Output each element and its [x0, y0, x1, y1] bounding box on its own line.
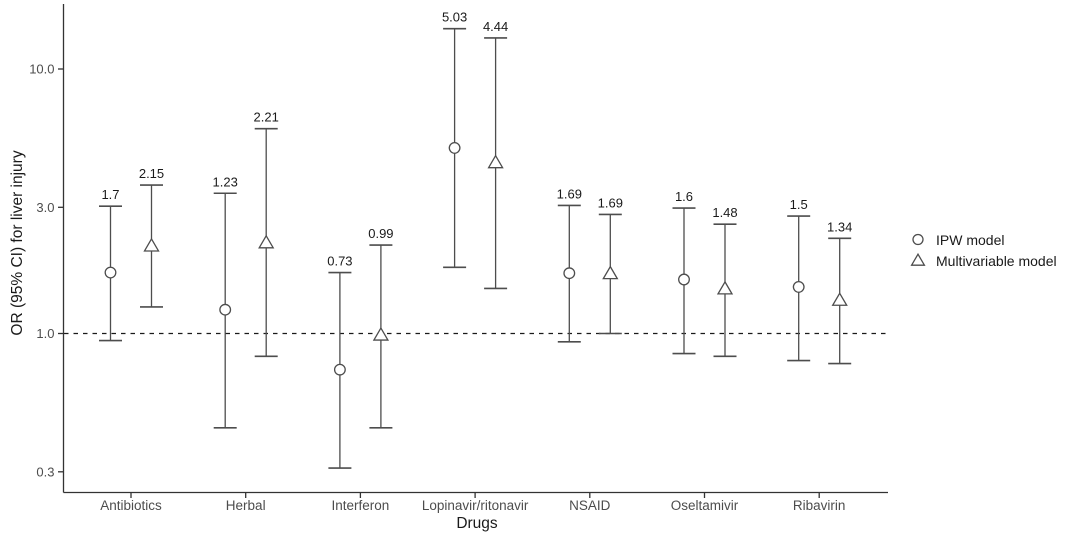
estimate-label: 2.15 — [139, 166, 164, 181]
y-axis-title: OR (95% CI) for liver injury — [9, 150, 26, 336]
point-circle-marker — [219, 303, 232, 316]
y-tick-label: 0.3 — [36, 464, 54, 479]
estimate-label: 1.48 — [712, 205, 737, 220]
point-triangle-marker — [831, 291, 848, 306]
estimate-label: 1.69 — [557, 186, 582, 201]
errorbar-antibiotics-ipw-model: 1.7 — [99, 187, 122, 342]
legend-label-ipw-model: IPW model — [936, 231, 1005, 248]
triangle-marker-icon — [910, 252, 926, 266]
circle-marker-icon — [912, 233, 924, 246]
estimate-label: 2.21 — [254, 110, 279, 125]
y-tick-label: 1.0 — [36, 326, 54, 341]
legend: IPW model Multivariable model — [907, 231, 1057, 269]
x-axis-title: Drugs — [456, 515, 498, 532]
errorbar-ribavirin-ipw-model: 1.5 — [787, 197, 811, 362]
estimate-label: 1.6 — [675, 189, 693, 204]
y-tick-label: 10.0 — [29, 62, 54, 77]
estimate-label: 1.5 — [790, 197, 808, 212]
point-triangle-marker — [602, 265, 619, 280]
errorbar-antibiotics-multivariable-model: 2.15 — [139, 166, 164, 308]
x-tick-label-oseltamivir: Oseltamivir — [671, 498, 739, 513]
errorbar-herbal-ipw-model: 1.23 — [213, 174, 238, 429]
estimate-label: 1.23 — [213, 174, 238, 189]
errorbar-oseltamivir-ipw-model: 1.6 — [672, 189, 696, 355]
point-triangle-marker — [487, 154, 504, 169]
x-tick-label-antibiotics: Antibiotics — [100, 498, 162, 513]
point-triangle-marker — [716, 280, 734, 295]
point-circle-marker — [104, 266, 117, 279]
errorbar-interferon-multivariable-model: 0.99 — [368, 226, 394, 429]
estimate-label: 0.73 — [327, 254, 352, 269]
legend-item-ipw-model: IPW model — [907, 231, 1057, 248]
x-tick-label-interferon: Interferon — [332, 498, 390, 513]
errorbar-interferon-ipw-model: 0.73 — [327, 254, 353, 469]
point-triangle-marker — [143, 237, 160, 252]
x-tick-label-ribavirin: Ribavirin — [793, 498, 846, 513]
x-tick-label-lopinavir-ritonavir: Lopinavir/ritonavir — [422, 498, 529, 513]
errorbar-nsaid-multivariable-model: 1.69 — [598, 195, 623, 335]
estimate-label: 1.69 — [598, 195, 623, 210]
legend-label-multivariable-model: Multivariable model — [936, 252, 1057, 269]
legend-item-multivariable-model: Multivariable model — [907, 252, 1057, 269]
point-triangle-marker — [372, 326, 390, 341]
errorbar-nsaid-ipw-model: 1.69 — [557, 186, 582, 343]
estimate-label: 1.7 — [101, 187, 119, 202]
point-circle-marker — [678, 273, 690, 286]
errorbar-lopinavir-ritonavir-multivariable-model: 4.44 — [483, 19, 508, 290]
point-circle-marker — [448, 141, 461, 154]
x-tick-label-herbal: Herbal — [226, 498, 266, 513]
errorbar-herbal-multivariable-model: 2.21 — [254, 110, 279, 358]
estimate-label: 4.44 — [483, 19, 508, 34]
estimate-label: 1.34 — [827, 219, 852, 234]
point-circle-marker — [333, 363, 346, 376]
y-tick-label: 3.0 — [36, 200, 54, 215]
point-circle-marker — [792, 280, 805, 293]
errorbar-ribavirin-multivariable-model: 1.34 — [827, 219, 852, 365]
point-circle-marker — [563, 267, 576, 280]
point-triangle-marker — [258, 234, 275, 249]
estimate-label: 5.03 — [442, 10, 467, 25]
x-tick-label-nsaid: NSAID — [569, 498, 611, 513]
estimate-label: 0.99 — [368, 226, 393, 241]
errorbar-oseltamivir-multivariable-model: 1.48 — [712, 205, 738, 358]
errorbar-lopinavir-ritonavir-ipw-model: 5.03 — [442, 10, 467, 269]
